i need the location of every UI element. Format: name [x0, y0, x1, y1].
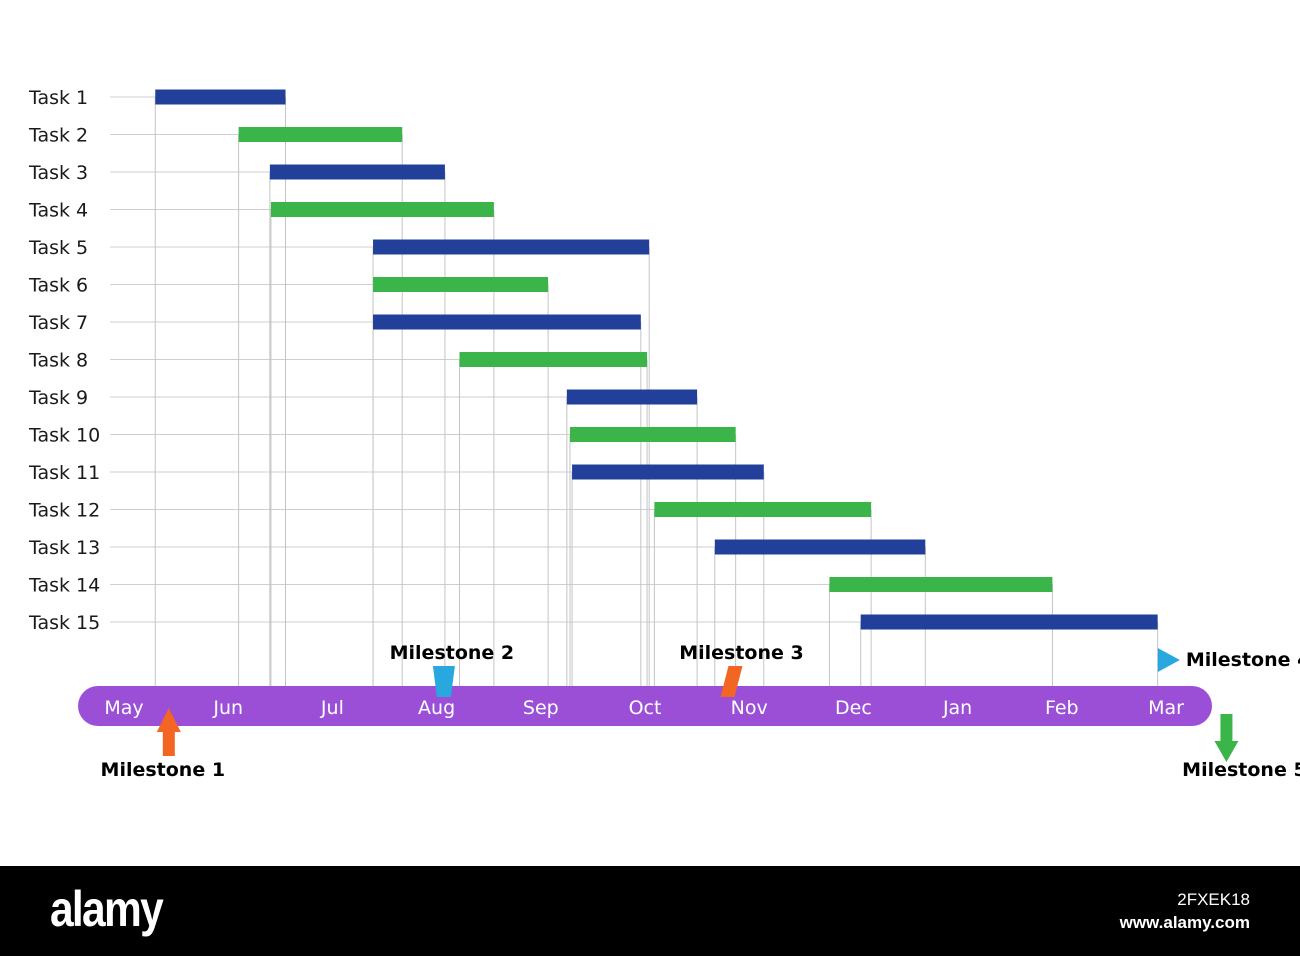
task-bar: [654, 502, 872, 517]
month-label: May: [104, 697, 143, 719]
task-label: Task 14: [28, 575, 100, 597]
task-label: Task 12: [28, 500, 100, 522]
month-label: Sep: [523, 697, 559, 719]
site-url: www.alamy.com: [1119, 913, 1250, 932]
milestone-label: Milestone 3: [679, 642, 804, 664]
month-label: Aug: [418, 697, 455, 719]
task-bar: [566, 389, 698, 405]
task-label: Task 8: [28, 350, 88, 372]
bar-layer: [155, 89, 1158, 630]
watermark-footer: alamy 2FXEK18 www.alamy.com: [0, 866, 1300, 956]
task-bar: [155, 89, 286, 105]
milestone-down-arrow-marker: [1214, 714, 1239, 762]
milestone-triangle-marker: [1157, 648, 1180, 672]
month-label: Feb: [1045, 697, 1079, 719]
milestone-label: Milestone 1: [101, 759, 226, 781]
milestone-trapezoid-marker: [432, 666, 455, 697]
task-label-layer: Task 1 Task 2 Task 3 Task 4 Task 5 Task 6 Task…: [28, 87, 100, 634]
task-label: Task 11: [28, 462, 100, 484]
task-label: Task 2: [28, 125, 88, 147]
month-label: Dec: [835, 697, 872, 719]
task-bar: [269, 164, 445, 180]
month-label: Jan: [942, 697, 972, 719]
timeline-band: [78, 686, 1212, 726]
month-label: Jun: [212, 697, 243, 719]
milestone-label: Milestone 2: [390, 642, 515, 664]
month-label: Jul: [320, 697, 344, 719]
task-label: Task 9: [28, 387, 88, 409]
task-bar: [860, 614, 1158, 630]
task-label: Task 4: [28, 200, 88, 222]
task-bar: [270, 202, 494, 217]
milestone-label: Milestone 5: [1182, 759, 1300, 781]
milestone-label: Milestone 4: [1186, 649, 1300, 671]
gantt-chart: Task 1 Task 2 Task 3 Task 4 Task 5 Task 6 Task…: [28, 87, 1300, 781]
milestone-layer: Milestone 1 Milestone 2 Milestone 3 Milesto…: [101, 642, 1300, 781]
task-bar: [569, 427, 736, 442]
task-bar: [373, 277, 549, 292]
task-bar: [459, 352, 648, 367]
task-label: Task 6: [28, 275, 88, 297]
milestone-up-arrow-marker: [156, 708, 181, 756]
task-label: Task 1: [28, 87, 88, 109]
task-label: Task 10: [28, 425, 100, 447]
task-label: Task 15: [28, 612, 100, 634]
gantt-chart-svg: Task 1 Task 2 Task 3 Task 4 Task 5 Task 6 Task…: [28, 87, 1300, 781]
task-label: Task 5: [28, 237, 88, 259]
task-bar: [238, 127, 403, 142]
task-bar: [572, 464, 764, 480]
month-label: Mar: [1148, 697, 1184, 719]
month-label: Nov: [731, 697, 768, 719]
month-label: Oct: [629, 697, 662, 719]
task-label: Task 13: [28, 537, 100, 559]
task-bar: [373, 314, 641, 330]
image-id: 2FXEK18: [1177, 890, 1250, 909]
task-label: Task 3: [28, 162, 88, 184]
task-bar: [373, 239, 650, 255]
task-bar: [829, 577, 1053, 592]
image-credit: 2FXEK18 www.alamy.com: [1120, 888, 1250, 934]
task-bar: [714, 539, 926, 555]
brand-logo: alamy: [50, 881, 164, 937]
milestone-parallelogram-marker: [720, 666, 743, 697]
task-label: Task 7: [28, 312, 88, 334]
timeline-layer: May Jun Jul Aug Sep Oct Nov Dec Jan Feb Mar: [78, 686, 1212, 726]
